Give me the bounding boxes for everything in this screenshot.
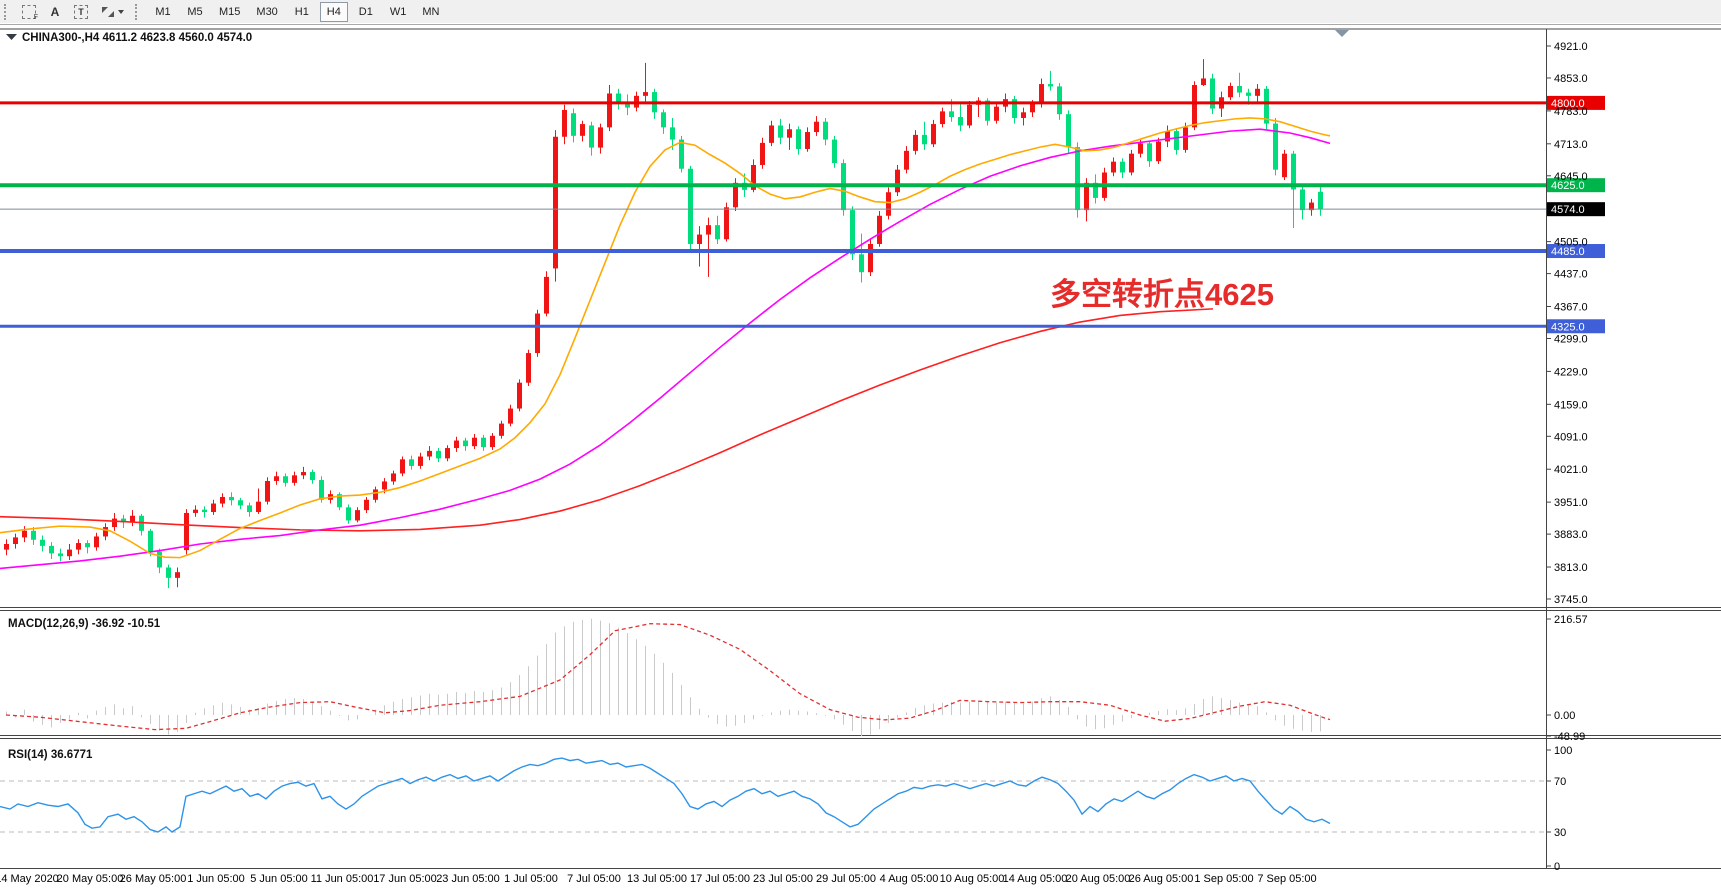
main-price-panel — [0, 59, 1546, 589]
candles-group — [4, 59, 1323, 589]
chart-menu-icon[interactable] — [6, 34, 17, 40]
svg-text:4437.0: 4437.0 — [1554, 269, 1588, 281]
svg-text:3745.0: 3745.0 — [1554, 594, 1588, 606]
timeframe-mn-button[interactable]: MN — [416, 2, 445, 22]
timeframe-d1-button[interactable]: D1 — [352, 2, 380, 22]
arrow-objects-button[interactable] — [95, 2, 129, 22]
svg-text:13 Jul 05:00: 13 Jul 05:00 — [627, 873, 687, 885]
timeframe-m1-button[interactable]: M1 — [149, 2, 177, 22]
svg-text:4783.0: 4783.0 — [1554, 106, 1588, 118]
price-axis[interactable]: 4800.0 4625.0 4574.0 4485.0 4325.0 4921.0 4853… — [1546, 41, 1605, 873]
svg-text:4485.0: 4485.0 — [1551, 246, 1585, 258]
svg-text:4367.0: 4367.0 — [1554, 302, 1588, 314]
svg-text:3813.0: 3813.0 — [1554, 562, 1588, 574]
timeframe-h4-button[interactable]: H4 — [319, 2, 348, 22]
svg-text:7 Jul 05:00: 7 Jul 05:00 — [567, 873, 621, 885]
price-tag-4625.0: 4625.0 — [1547, 178, 1605, 193]
moving-averages-group — [0, 117, 1331, 570]
rsi-label: RSI(14) 36.6771 — [8, 749, 93, 761]
chart-shift-marker-icon[interactable] — [1335, 30, 1349, 37]
arrows-icon — [101, 6, 115, 18]
svg-text:-48.99: -48.99 — [1554, 731, 1585, 743]
timeframe-m30-button[interactable]: M30 — [250, 2, 283, 22]
svg-text:4921.0: 4921.0 — [1554, 41, 1588, 53]
svg-text:4325.0: 4325.0 — [1551, 321, 1585, 333]
frame-tool-label: F — [33, 14, 38, 21]
toolbar-grip[interactable] — [4, 4, 11, 20]
svg-text:26 May 05:00: 26 May 05:00 — [120, 873, 187, 885]
svg-text:4505.0: 4505.0 — [1554, 237, 1588, 249]
dropdown-caret-icon — [117, 10, 124, 14]
svg-text:10 Aug 05:00: 10 Aug 05:00 — [940, 873, 1005, 885]
svg-text:1 Sep 05:00: 1 Sep 05:00 — [1194, 873, 1253, 885]
svg-text:4853.0: 4853.0 — [1554, 73, 1588, 85]
rsi-panel — [0, 757, 1546, 833]
svg-text:20 May 05:00: 20 May 05:00 — [57, 873, 124, 885]
annotation-text: 多空转折点4625 — [1050, 277, 1274, 312]
svg-text:26 Aug 05:00: 26 Aug 05:00 — [1129, 873, 1194, 885]
svg-text:0: 0 — [1554, 861, 1560, 873]
svg-text:14 May 2020: 14 May 2020 — [0, 873, 59, 885]
svg-text:29 Jul 05:00: 29 Jul 05:00 — [816, 873, 876, 885]
timeframe-w1-button[interactable]: W1 — [384, 2, 413, 22]
frame-tool-button[interactable]: F — [17, 2, 41, 22]
svg-text:23 Jun 05:00: 23 Jun 05:00 — [436, 873, 500, 885]
svg-text:0.00: 0.00 — [1554, 710, 1575, 722]
svg-text:4645.0: 4645.0 — [1554, 171, 1588, 183]
svg-text:11 Jun 05:00: 11 Jun 05:00 — [311, 873, 374, 885]
chart-title: CHINA300-,H4 4611.2 4623.8 4560.0 4574.0 — [22, 32, 252, 44]
svg-text:4091.0: 4091.0 — [1554, 431, 1588, 443]
svg-text:4021.0: 4021.0 — [1554, 464, 1588, 476]
frame-icon — [22, 5, 36, 19]
price-tag-4485.0: 4485.0 — [1547, 244, 1605, 259]
svg-text:100: 100 — [1554, 745, 1572, 757]
svg-text:7 Sep 05:00: 7 Sep 05:00 — [1257, 873, 1316, 885]
svg-text:4159.0: 4159.0 — [1554, 399, 1588, 411]
price-tag-4325.0: 4325.0 — [1547, 319, 1605, 334]
panel-borders — [0, 28, 1721, 869]
svg-text:3951.0: 3951.0 — [1554, 497, 1588, 509]
svg-text:1 Jun 05:00: 1 Jun 05:00 — [187, 873, 245, 885]
svg-text:4713.0: 4713.0 — [1554, 139, 1588, 151]
price-tag-4574.0: 4574.0 — [1547, 202, 1605, 217]
svg-text:17 Jul 05:00: 17 Jul 05:00 — [690, 873, 750, 885]
price-tag-4800.0: 4800.0 — [1547, 95, 1605, 110]
text-box-tool-button[interactable]: T — [69, 2, 93, 22]
svg-text:3883.0: 3883.0 — [1554, 529, 1588, 541]
timeframe-m15-button[interactable]: M15 — [213, 2, 246, 22]
svg-text:30: 30 — [1554, 827, 1566, 839]
text-box-icon: T — [74, 5, 88, 19]
timeframe-h1-button[interactable]: H1 — [288, 2, 316, 22]
toolbar: F A T M1 M5 M15 M30 H1 H4 D1 W1 MN — [0, 0, 1721, 25]
svg-text:4299.0: 4299.0 — [1554, 333, 1588, 345]
svg-text:20 Aug 05:00: 20 Aug 05:00 — [1066, 873, 1131, 885]
svg-text:4574.0: 4574.0 — [1551, 204, 1585, 216]
horizontal-level-lines[interactable] — [0, 101, 1546, 328]
svg-text:4229.0: 4229.0 — [1554, 366, 1588, 378]
svg-text:4 Aug 05:00: 4 Aug 05:00 — [880, 873, 939, 885]
svg-text:216.57: 216.57 — [1554, 614, 1588, 626]
text-box-label: T — [78, 7, 84, 17]
svg-text:4800.0: 4800.0 — [1551, 98, 1585, 110]
svg-text:17 Jun 05:00: 17 Jun 05:00 — [373, 873, 437, 885]
timeframe-m5-button[interactable]: M5 — [181, 2, 209, 22]
text-label-tool-button[interactable]: A — [43, 2, 67, 22]
svg-text:70: 70 — [1554, 776, 1566, 788]
toolbar-grip2[interactable] — [135, 4, 142, 20]
svg-text:4625.0: 4625.0 — [1551, 180, 1585, 192]
svg-text:23 Jul 05:00: 23 Jul 05:00 — [753, 873, 813, 885]
macd-panel — [5, 618, 1331, 737]
svg-text:5 Jun 05:00: 5 Jun 05:00 — [250, 873, 308, 885]
svg-text:14 Aug 05:00: 14 Aug 05:00 — [1003, 873, 1068, 885]
svg-text:1 Jul 05:00: 1 Jul 05:00 — [504, 873, 558, 885]
macd-label: MACD(12,26,9) -36.92 -10.51 — [8, 618, 161, 630]
text-label-icon: A — [50, 5, 60, 19]
